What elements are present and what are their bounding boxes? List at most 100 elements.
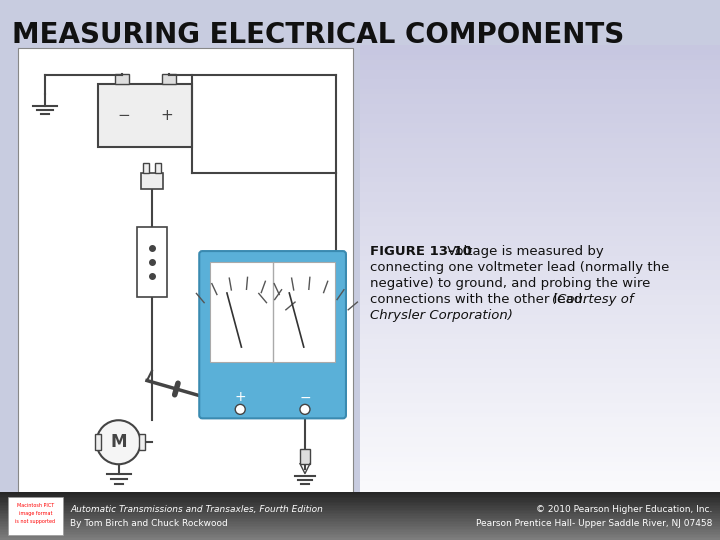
Bar [360,295,720,300]
Bar [360,505,720,510]
Text: M: M [110,433,127,451]
Bar [360,417,720,422]
Bar [0,507,720,509]
Bar [360,515,720,521]
Bar [360,403,720,408]
Bar [141,173,163,190]
Bar [360,393,720,398]
Bar [360,373,720,378]
Bar [155,164,161,173]
Bar [360,207,720,212]
Bar [0,510,720,512]
Bar [360,187,720,192]
Text: Macintosh PICT: Macintosh PICT [17,503,54,508]
Bar [360,285,720,290]
Bar [360,246,720,251]
Bar [360,510,720,515]
Bar [360,451,720,457]
Bar [0,516,720,518]
Bar [360,413,720,417]
Text: Pearson Prentice Hall- Upper Saddle River, NJ 07458: Pearson Prentice Hall- Upper Saddle Rive… [476,519,712,528]
Bar [360,398,720,403]
Bar [360,153,720,158]
Bar [360,109,720,113]
Bar [115,74,129,84]
Bar [360,432,720,437]
Bar [360,383,720,388]
Bar [360,197,720,202]
Bar [360,60,720,65]
Bar [0,502,720,504]
Bar [0,503,720,506]
Text: Voltage is measured by: Voltage is measured by [444,245,604,258]
Bar [360,104,720,109]
Bar [162,74,176,84]
Bar [0,505,720,508]
Bar [360,124,720,129]
Bar [300,449,310,464]
Bar [210,262,335,362]
Bar [0,529,720,531]
Bar [0,500,720,503]
Bar [360,501,720,505]
Bar [360,212,720,217]
Bar [0,495,720,498]
Bar [360,75,720,79]
Bar [360,256,720,261]
Text: −: − [299,390,311,404]
Circle shape [300,404,310,414]
Bar [137,227,167,297]
Bar [0,519,720,522]
Bar [0,535,720,538]
Bar [0,497,720,500]
Bar [138,434,145,450]
Text: connecting one voltmeter lead (normally the: connecting one voltmeter lead (normally … [370,261,670,274]
Bar [360,319,720,325]
Text: +: + [235,390,246,404]
Bar [360,79,720,84]
Bar [360,65,720,70]
Circle shape [235,404,246,414]
Bar [360,290,720,295]
Bar [360,496,720,501]
Text: © 2010 Pearson Higher Education, Inc.: © 2010 Pearson Higher Education, Inc. [536,505,712,514]
Bar [360,45,720,50]
Bar [0,537,720,539]
Text: (Courtesy of: (Courtesy of [552,293,633,306]
Bar [360,158,720,163]
Bar [360,133,720,138]
Bar [0,518,720,520]
Text: Chrysler Corporation): Chrysler Corporation) [370,309,513,322]
Bar [360,163,720,167]
Text: +: + [161,107,174,123]
Bar [360,481,720,486]
Text: is not supported: is not supported [15,519,55,524]
Bar [360,486,720,491]
Bar [94,434,101,450]
Text: By Tom Birch and Chuck Rockwood: By Tom Birch and Chuck Rockwood [70,519,228,528]
Bar [360,241,720,246]
Bar [0,515,720,517]
Text: −: − [117,107,130,123]
Bar [0,494,720,496]
Bar [360,266,720,271]
Bar [360,221,720,226]
Bar [360,442,720,447]
Bar [360,363,720,368]
Bar [360,422,720,427]
Bar [18,48,353,496]
Bar [360,300,720,305]
Bar [360,471,720,476]
Bar [360,530,720,535]
Bar [360,476,720,481]
Bar [143,164,149,173]
Bar [360,309,720,314]
Bar [360,314,720,319]
Bar [360,325,720,329]
Bar [8,497,63,535]
FancyBboxPatch shape [199,251,346,418]
Bar [360,349,720,354]
Text: Automatic Transmissions and Transaxles, Fourth Edition: Automatic Transmissions and Transaxles, … [70,505,323,514]
Bar [360,94,720,99]
Text: image format: image format [19,511,53,516]
